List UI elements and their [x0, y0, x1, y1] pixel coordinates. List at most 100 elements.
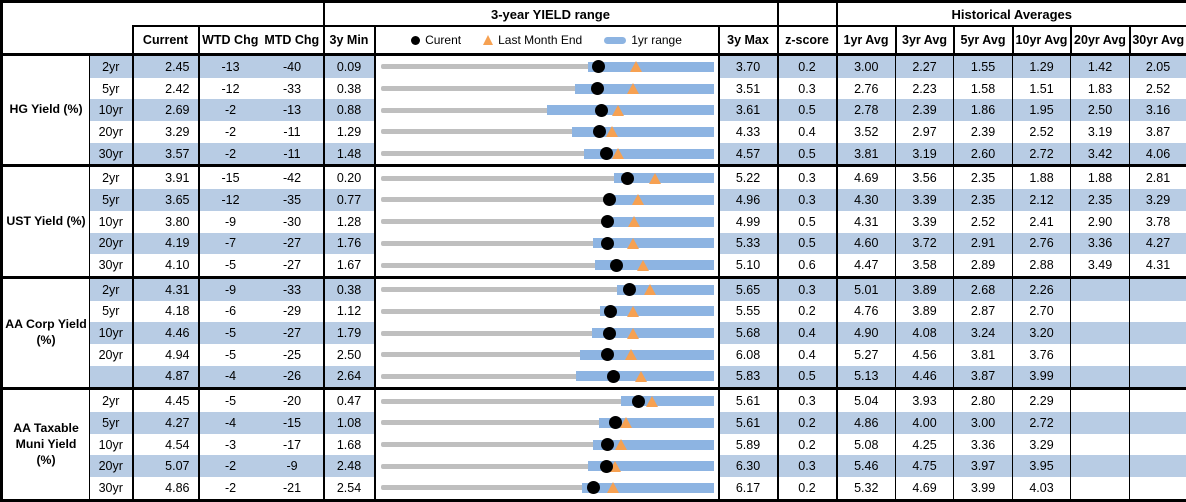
- avg-value: 1.55: [954, 55, 1013, 78]
- current-value: 3.80: [133, 211, 199, 233]
- avg-value: 2.23: [896, 78, 954, 100]
- z-score-value: 0.4: [778, 344, 837, 366]
- avg-value: 1.88: [1013, 166, 1071, 189]
- mtd-chg-value: -9: [262, 455, 324, 477]
- z-score-value: 0.3: [778, 277, 837, 300]
- avg-value: 2.89: [954, 254, 1013, 277]
- wtd-chg-value: -3: [199, 434, 262, 456]
- yield-range-chart: [375, 254, 719, 277]
- wtd-chg-value: -6: [199, 301, 262, 323]
- range-1yr-bar: [606, 195, 714, 205]
- avg-value: 3.93: [896, 389, 954, 412]
- current-value: 4.86: [133, 477, 199, 500]
- avg-value: 2.72: [1013, 143, 1071, 166]
- avg-value: 3.39: [896, 189, 954, 211]
- mtd-chg-value: -13: [262, 99, 324, 121]
- current-value: 4.31: [133, 277, 199, 300]
- current-value: 5.07: [133, 455, 199, 477]
- current-marker: [595, 104, 608, 117]
- avg-value: 3.58: [896, 254, 954, 277]
- last-month-end-marker: [649, 173, 661, 184]
- avg-value: 5.32: [837, 477, 896, 500]
- tenor-label: 20yr: [90, 344, 133, 366]
- avg-value: 2.76: [1013, 233, 1071, 255]
- wtd-chg-value: -12: [199, 78, 262, 100]
- max-3y-value: 6.08: [719, 344, 778, 366]
- max-3y-value: 5.68: [719, 322, 778, 344]
- avg-value: 4.56: [896, 344, 954, 366]
- col-header-20yr-avg: 20yr Avg: [1071, 26, 1130, 55]
- avg-value: 3.39: [896, 211, 954, 233]
- avg-value: [1071, 434, 1130, 456]
- wtd-chg-value: -7: [199, 233, 262, 255]
- avg-value: 2.80: [954, 389, 1013, 412]
- yield-range-chart: [375, 121, 719, 143]
- avg-value: 4.31: [1130, 254, 1186, 277]
- yield-range-chart: [375, 211, 719, 233]
- yield-range-chart: [375, 301, 719, 323]
- last-month-end-marker: [607, 482, 619, 493]
- wtd-chg-value: -12: [199, 189, 262, 211]
- mtd-chg-value: -11: [262, 121, 324, 143]
- current-value: 4.94: [133, 344, 199, 366]
- avg-value: [1130, 344, 1186, 366]
- col-header-10yr-avg: 10yr Avg: [1013, 26, 1071, 55]
- tenor-label: 10yr: [90, 211, 133, 233]
- avg-value: 4.76: [837, 301, 896, 323]
- wtd-chg-value: -9: [199, 277, 262, 300]
- z-score-value: 0.3: [778, 166, 837, 189]
- mtd-chg-value: -42: [262, 166, 324, 189]
- avg-value: [1130, 301, 1186, 323]
- col-header-mtd-chg: MTD Chg: [261, 33, 323, 47]
- max-3y-value: 5.65: [719, 277, 778, 300]
- z-score-value: 0.2: [778, 434, 837, 456]
- avg-value: 4.69: [837, 166, 896, 189]
- mtd-chg-value: -33: [262, 78, 324, 100]
- mtd-chg-value: -11: [262, 143, 324, 166]
- avg-value: 3.00: [837, 55, 896, 78]
- max-3y-value: 5.61: [719, 389, 778, 412]
- avg-value: 3.81: [837, 143, 896, 166]
- current-value: 4.87: [133, 366, 199, 389]
- avg-value: [1071, 344, 1130, 366]
- wtd-chg-value: -5: [199, 322, 262, 344]
- mtd-chg-value: -27: [262, 254, 324, 277]
- avg-value: 2.81: [1130, 166, 1186, 189]
- yield-range-chart: [375, 322, 719, 344]
- avg-value: 4.86: [837, 412, 896, 434]
- avg-value: 2.35: [954, 166, 1013, 189]
- min-3y-value: 1.29: [324, 121, 375, 143]
- avg-value: 1.95: [1013, 99, 1071, 121]
- max-3y-value: 4.33: [719, 121, 778, 143]
- wtd-chg-value: -15: [199, 166, 262, 189]
- col-header-1yr-avg: 1yr Avg: [837, 26, 896, 55]
- avg-value: 3.78: [1130, 211, 1186, 233]
- avg-value: 4.31: [837, 211, 896, 233]
- min-3y-value: 0.47: [324, 389, 375, 412]
- last-month-end-marker: [646, 396, 658, 407]
- avg-value: 2.12: [1013, 189, 1071, 211]
- header-spacer: [2, 26, 133, 55]
- avg-value: 2.29: [1013, 389, 1071, 412]
- max-3y-value: 5.61: [719, 412, 778, 434]
- min-3y-value: 1.12: [324, 301, 375, 323]
- current-value: 2.42: [133, 78, 199, 100]
- avg-value: [1071, 366, 1130, 389]
- current-marker: [632, 395, 645, 408]
- current-marker: [601, 215, 614, 228]
- avg-value: 4.25: [896, 434, 954, 456]
- tenor-label: 30yr: [90, 143, 133, 166]
- z-score-value: 0.3: [778, 189, 837, 211]
- current-value: 2.69: [133, 99, 199, 121]
- tenor-label: 5yr: [90, 412, 133, 434]
- avg-value: 4.06: [1130, 143, 1186, 166]
- current-dot-icon: [411, 36, 420, 45]
- legend-range-label: 1yr range: [631, 33, 682, 47]
- current-marker: [601, 438, 614, 451]
- last-month-end-marker: [615, 439, 627, 450]
- yield-range-chart: [375, 412, 719, 434]
